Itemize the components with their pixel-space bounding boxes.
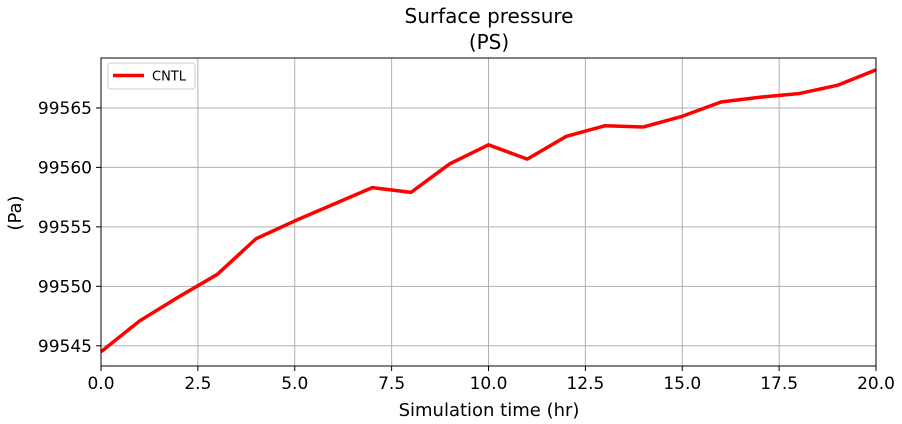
grid: [100, 58, 877, 366]
y-axis-label: (Pa): [5, 195, 26, 230]
x-tick-label: 2.5: [184, 374, 211, 394]
legend[interactable]: CNTL: [107, 62, 196, 90]
x-tick-label: 15.0: [663, 374, 701, 394]
chart-title: Surface pressure: [405, 4, 574, 28]
chart-subtitle: (PS): [469, 30, 509, 54]
y-axis-ticks: 99545 99550 99555 99560 99565: [38, 99, 101, 357]
x-axis-label: Simulation time (hr): [399, 400, 580, 421]
x-tick-label: 7.5: [378, 374, 405, 394]
x-axis-ticks: 0.0 2.5 5.0 7.5 10.0 12.5 15.0 17.5 20.0: [87, 366, 895, 394]
x-tick-label: 5.0: [281, 374, 308, 394]
legend-label-cntl: CNTL: [152, 70, 187, 85]
x-tick-label: 10.0: [470, 374, 508, 394]
x-tick-label: 17.5: [760, 374, 798, 394]
y-tick-label: 99545: [38, 337, 92, 357]
x-tick-label: 20.0: [857, 374, 895, 394]
series-layer: [99, 68, 877, 354]
x-tick-label: 12.5: [566, 374, 604, 394]
y-tick-label: 99555: [38, 218, 92, 238]
y-tick-label: 99565: [38, 99, 92, 119]
y-tick-label: 99550: [38, 277, 92, 297]
legend-box: [107, 62, 196, 90]
y-tick-label: 99560: [38, 158, 92, 178]
series-line-cntl: [99, 68, 877, 354]
x-tick-label: 0.0: [87, 374, 114, 394]
